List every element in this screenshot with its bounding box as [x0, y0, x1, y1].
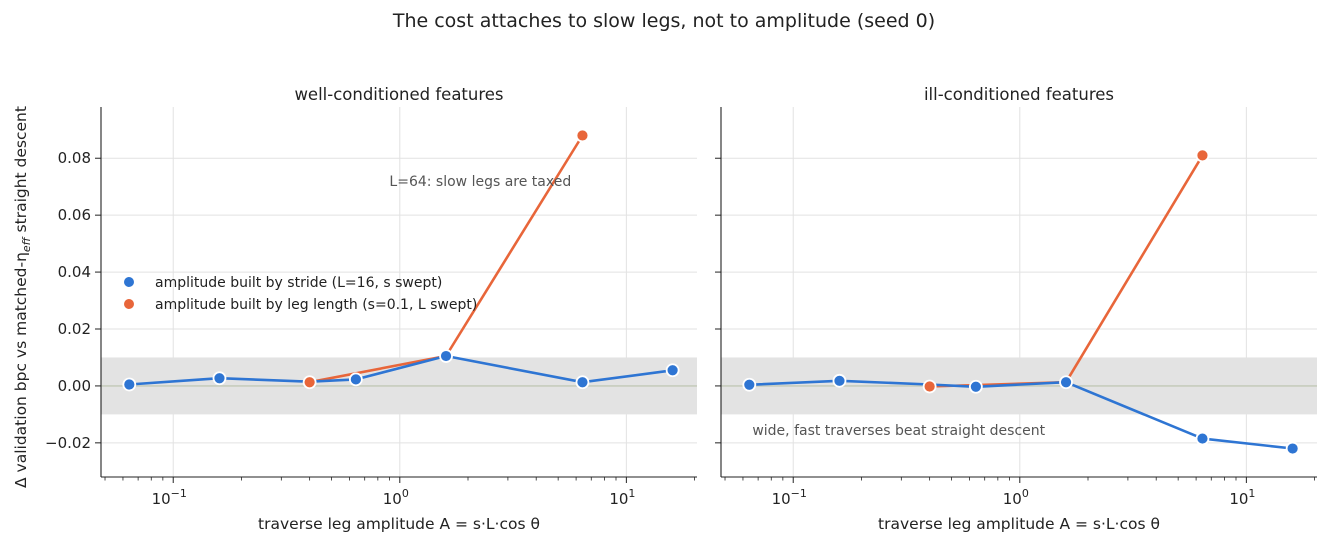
- data-point-stride: [212, 371, 227, 386]
- x-tick-exponent: 0: [402, 487, 409, 500]
- annotation: L=64: slow legs are taxed: [389, 174, 571, 190]
- y-tick-label: 0.00: [58, 377, 91, 395]
- panel-1: 10−1 100 101−0.020.000.020.040.060.08well-…: [12, 85, 697, 533]
- y-axis-label-main: Δ validation bpc vs matched-η: [12, 252, 30, 488]
- x-tick-label: 101: [1229, 487, 1255, 508]
- data-point-stride: [348, 372, 363, 387]
- x-tick-exponent: −1: [171, 487, 187, 500]
- x-tick-base: 10: [609, 490, 628, 508]
- x-tick-label: 100: [383, 487, 409, 508]
- series-line-leg_length: [929, 154, 1204, 388]
- data-point-stride: [742, 377, 757, 392]
- panel-title: well-conditioned features: [294, 85, 503, 104]
- x-tick-base: 10: [1003, 490, 1022, 508]
- data-point-stride: [575, 375, 590, 390]
- y-tick-label: 0.08: [58, 149, 91, 167]
- data-point-stride: [1059, 375, 1073, 390]
- y-tick-label: 0.06: [58, 206, 91, 224]
- data-point-stride: [968, 379, 983, 394]
- x-tick-label: 100: [1003, 487, 1029, 508]
- y-tick-label: 0.04: [58, 263, 91, 281]
- y-tick-label: 0.02: [58, 320, 91, 338]
- legend-marker-stride: [124, 277, 134, 287]
- y-axis-label-tail: straight descent: [12, 106, 30, 237]
- y-axis-label-subscript: eff: [20, 236, 33, 252]
- data-point-leg_length: [302, 375, 317, 390]
- legend: amplitude built by stride (L=16, s swept…: [124, 275, 477, 313]
- x-tick-exponent: 1: [1248, 487, 1255, 500]
- x-tick-label: 10−1: [772, 487, 807, 508]
- data-point-stride: [832, 373, 847, 388]
- x-tick-base: 10: [383, 490, 402, 508]
- legend-label: amplitude built by leg length (s=0.1, L …: [155, 297, 477, 313]
- data-point-stride: [122, 377, 137, 392]
- y-tick-label: −0.02: [45, 434, 91, 452]
- series-line-leg_length: [309, 134, 584, 384]
- legend-label: amplitude built by stride (L=16, s swept…: [155, 275, 442, 291]
- x-axis-label: traverse leg amplitude A = s·L·cos θ: [878, 515, 1160, 533]
- data-point-leg_length: [575, 128, 590, 143]
- data-point-stride: [439, 349, 453, 363]
- panel-title: ill-conditioned features: [924, 85, 1114, 104]
- legend-marker-leg_length: [124, 299, 134, 309]
- x-tick-label: 101: [609, 487, 635, 508]
- x-axis-label: traverse leg amplitude A = s·L·cos θ: [258, 515, 540, 533]
- data-point-leg_length: [922, 379, 937, 394]
- figure-suptitle: The cost attaches to slow legs, not to a…: [392, 10, 935, 32]
- x-tick-base: 10: [152, 490, 171, 508]
- data-point-stride: [1195, 431, 1210, 446]
- x-tick-base: 10: [1229, 490, 1248, 508]
- data-point-stride: [1285, 441, 1300, 456]
- data-point-stride: [665, 363, 680, 378]
- y-axis-label: Δ validation bpc vs matched-ηeff straigh…: [12, 106, 33, 488]
- x-tick-exponent: 0: [1022, 487, 1029, 500]
- annotation: wide, fast traverses beat straight desce…: [752, 423, 1045, 439]
- x-tick-label: 10−1: [152, 487, 187, 508]
- x-tick-exponent: −1: [791, 487, 807, 500]
- x-tick-exponent: 1: [628, 487, 635, 500]
- x-tick-base: 10: [772, 490, 791, 508]
- data-point-leg_length: [1195, 148, 1210, 163]
